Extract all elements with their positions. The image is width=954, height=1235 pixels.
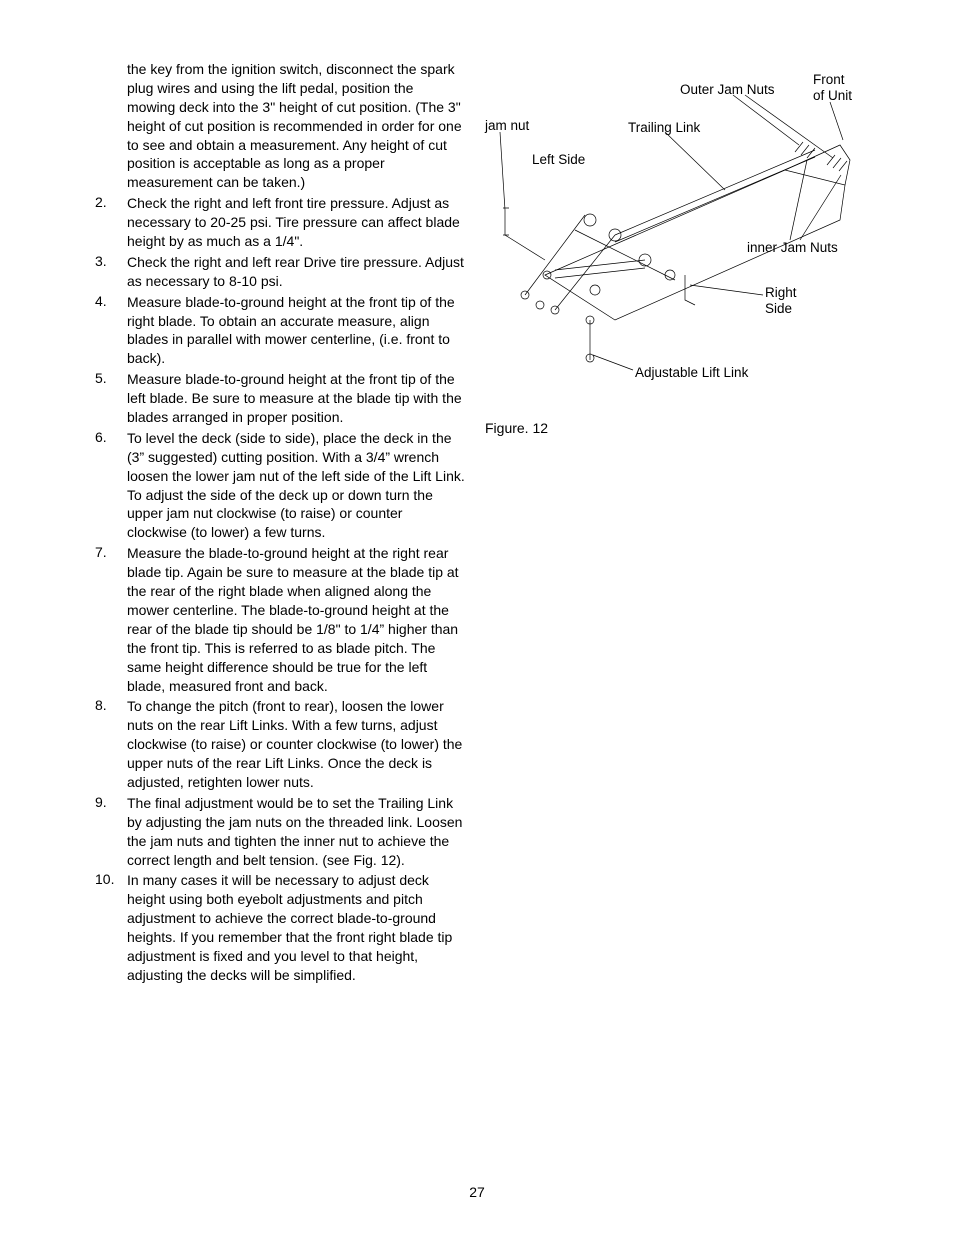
step-number: 9. [95,794,127,870]
step-text: The final adjustment would be to set the… [127,794,465,870]
diagram-label-inner-jam-nuts: inner Jam Nuts [747,240,838,256]
step-text: Measure blade-to-ground height at the fr… [127,370,465,427]
step-number: 6. [95,429,127,542]
diagram-label-trailing-link: Trailing Link [628,120,700,136]
step-text: In many cases it will be necessary to ad… [127,871,465,984]
instruction-step: 3.Check the right and left rear Drive ti… [95,253,465,291]
instruction-step: 2.Check the right and left front tire pr… [95,194,465,251]
instruction-step: 4.Measure blade-to-ground height at the … [95,293,465,369]
step-number: 7. [95,544,127,695]
step-text: Check the right and left rear Drive tire… [127,253,465,291]
diagram-label-front-of-unit: Frontof Unit [813,72,852,104]
instruction-step: 7.Measure the blade-to-ground height at … [95,544,465,695]
diagram-svg [485,60,865,400]
step-number: 8. [95,697,127,791]
left-column: the key from the ignition switch, discon… [95,60,465,987]
continuation-paragraph: the key from the ignition switch, discon… [127,60,465,192]
page-content: the key from the ignition switch, discon… [0,0,954,987]
step-number: 3. [95,253,127,291]
instruction-step: 9.The final adjustment would be to set t… [95,794,465,870]
page-number: 27 [0,1184,954,1200]
step-number: 4. [95,293,127,369]
instruction-step: 5.Measure blade-to-ground height at the … [95,370,465,427]
instruction-step: 10.In many cases it will be necessary to… [95,871,465,984]
diagram-label-outer-jam-nuts: Outer Jam Nuts [680,82,775,98]
diagram-label-jam-nut: jam nut [485,118,529,134]
step-number: 10. [95,871,127,984]
diagram-label-adjustable-lift-link: Adjustable Lift Link [635,365,748,381]
step-text: Measure blade-to-ground height at the fr… [127,293,465,369]
step-text: To level the deck (side to side), place … [127,429,465,542]
step-text: To change the pitch (front to rear), loo… [127,697,465,791]
step-number: 5. [95,370,127,427]
step-number: 2. [95,194,127,251]
step-text: Measure the blade-to-ground height at th… [127,544,465,695]
diagram-label-right-side: RightSide [765,285,797,317]
diagram-label-left-side: Left Side [532,152,585,168]
instruction-list: 2.Check the right and left front tire pr… [95,194,465,985]
instruction-step: 6.To level the deck (side to side), plac… [95,429,465,542]
instruction-step: 8.To change the pitch (front to rear), l… [95,697,465,791]
right-column: Outer Jam Nuts Frontof Unit jam nut Trailin… [485,60,885,987]
figure-caption: Figure. 12 [485,420,885,436]
step-text: Check the right and left front tire pres… [127,194,465,251]
figure-12-diagram: Outer Jam Nuts Frontof Unit jam nut Trailin… [485,60,865,400]
